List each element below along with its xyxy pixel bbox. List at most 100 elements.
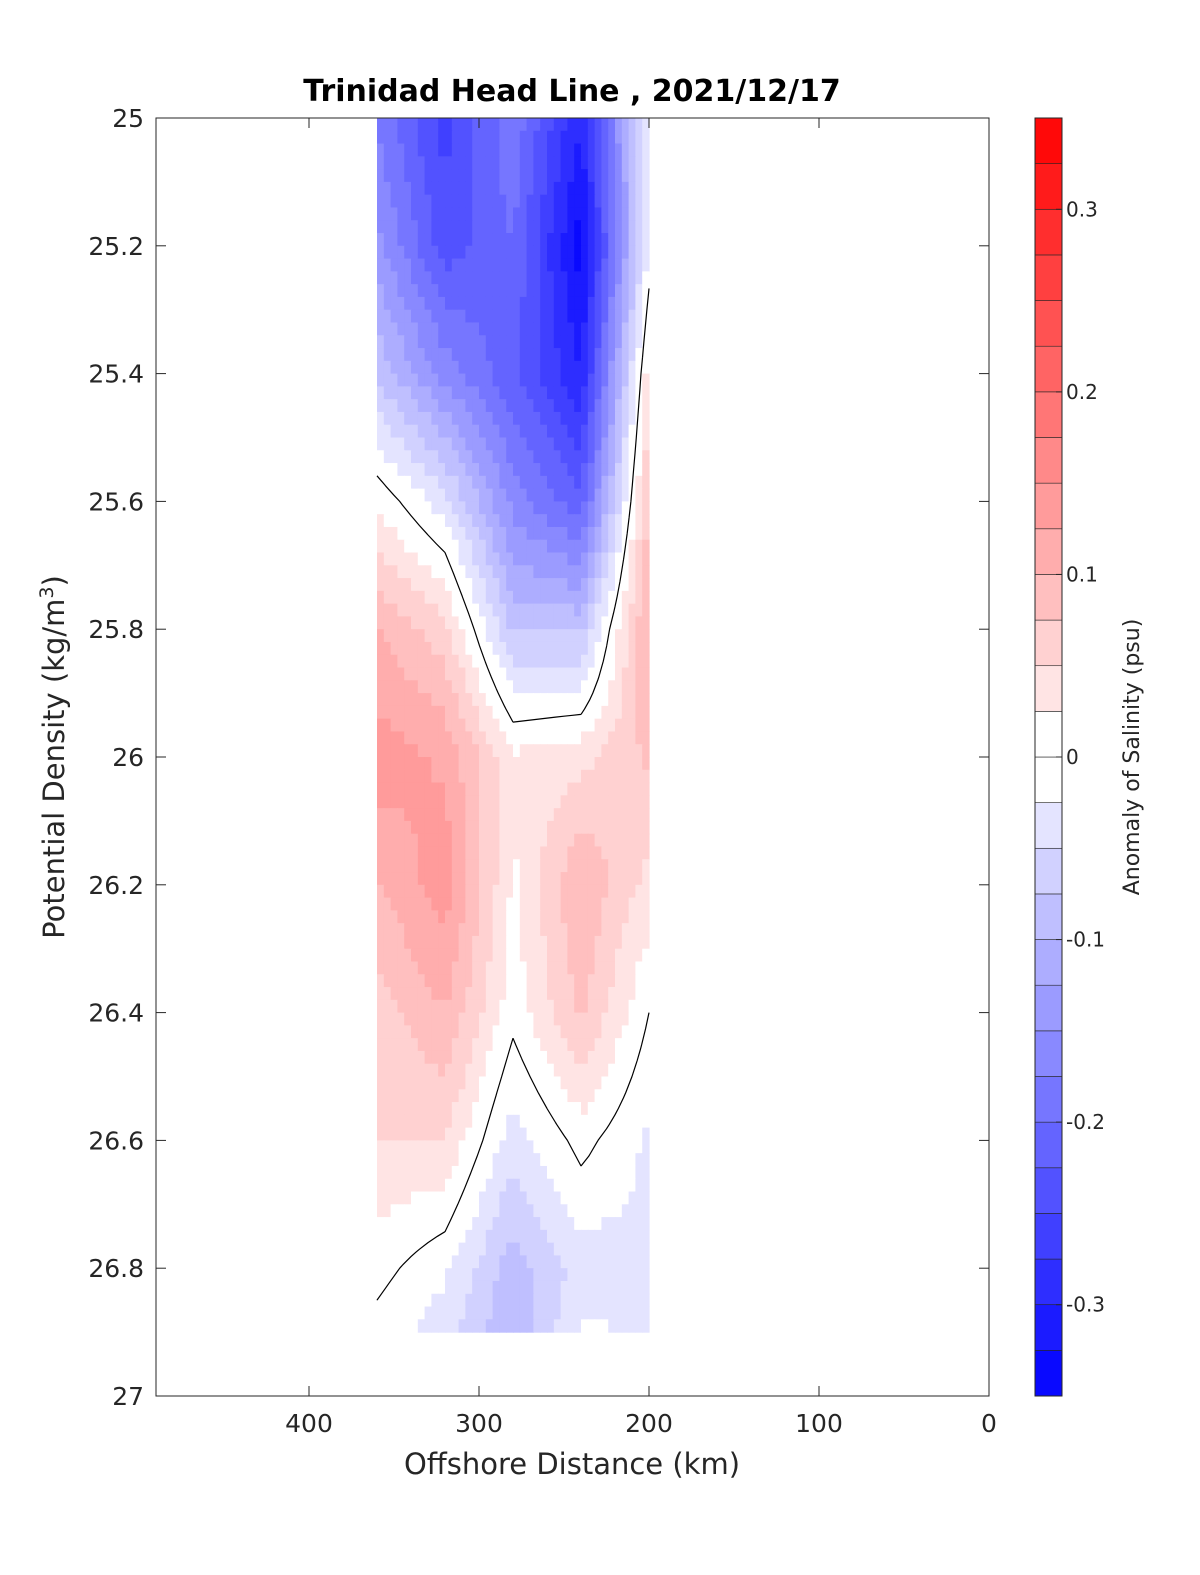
contour-cell: [601, 872, 609, 886]
contour-cell: [404, 245, 412, 260]
contour-cell: [383, 603, 392, 618]
contour-cell: [479, 514, 487, 528]
contour-cell: [635, 322, 643, 336]
contour-cell: [458, 1217, 466, 1231]
contour-cell: [472, 156, 480, 170]
contour-cell: [438, 616, 446, 630]
contour-cell: [424, 948, 432, 963]
contour-cell: [628, 1306, 636, 1320]
contour-cell: [635, 296, 643, 311]
contour-cell: [574, 501, 582, 515]
contour-cell: [615, 360, 623, 375]
contour-cell: [438, 1063, 446, 1078]
contour-cell: [397, 360, 405, 375]
contour-cell: [533, 1089, 541, 1103]
contour-cell: [417, 156, 426, 170]
contour-cell: [479, 130, 487, 145]
contour-cell: [404, 1217, 412, 1231]
contour-cell: [458, 923, 466, 937]
contour-cell: [424, 552, 432, 566]
contour-cell: [567, 1063, 575, 1078]
contour-cell: [431, 1255, 439, 1269]
contour-cell: [390, 501, 398, 515]
contour-cell: [621, 130, 630, 145]
contour-cell: [431, 769, 439, 784]
contour-cell: [519, 999, 528, 1014]
contour-cell: [540, 207, 548, 221]
contour-cell: [519, 360, 528, 375]
contour-cell: [533, 1255, 541, 1269]
contour-cell: [424, 705, 432, 720]
contour-cell: [519, 884, 528, 899]
contour-cell: [499, 552, 507, 566]
contour-cell: [492, 1280, 500, 1295]
contour-cell: [635, 769, 643, 784]
contour-cell: [465, 833, 473, 848]
contour-cell: [445, 948, 453, 963]
contour-cell: [458, 1280, 466, 1295]
contour-cell: [553, 1242, 562, 1257]
contour-cell: [431, 1306, 439, 1320]
contour-cell: [445, 629, 453, 643]
contour-cell: [451, 1050, 460, 1065]
contour-cell: [581, 1140, 589, 1154]
contour-cell: [608, 1140, 616, 1154]
contour-cell: [615, 1268, 623, 1282]
contour-cell: [540, 1280, 548, 1295]
contour-cell: [411, 1293, 419, 1308]
contour-cell: [526, 1319, 534, 1333]
contour-cell: [519, 1114, 528, 1129]
contour-cell: [431, 872, 439, 886]
contour-cell: [506, 526, 514, 541]
contour-cell: [492, 757, 500, 771]
contour-cell: [506, 130, 514, 145]
contour-cell: [594, 1204, 602, 1218]
contour-cell: [608, 526, 616, 541]
contour-cell: [574, 1178, 582, 1193]
contour-cell: [458, 181, 466, 196]
contour-cell: [492, 641, 500, 656]
contour-cell: [635, 514, 643, 528]
contour-cell: [485, 859, 494, 873]
contour-cell: [574, 603, 582, 618]
contour-cell: [451, 884, 460, 899]
contour-cell: [472, 1076, 480, 1090]
contour-cell: [533, 1242, 541, 1257]
contour-cell: [465, 1178, 473, 1193]
contour-cell: [438, 718, 446, 733]
contour-cell: [513, 731, 521, 745]
contour-cell: [567, 143, 575, 157]
contour-cell: [506, 705, 514, 720]
contour-cell: [431, 437, 439, 451]
y-tick-label: 26.6: [88, 1126, 144, 1155]
contour-cell: [417, 731, 426, 745]
contour-cell: [608, 194, 616, 209]
contour-cell: [547, 948, 555, 963]
contour-cell: [608, 718, 616, 733]
contour-cell: [417, 974, 426, 988]
contour-cell: [383, 923, 392, 937]
contour-cell: [390, 207, 398, 221]
contour-cell: [390, 987, 398, 1001]
contour-cell: [560, 1114, 568, 1129]
contour-cell: [506, 859, 514, 873]
contour-cell: [642, 629, 650, 643]
contour-cell: [608, 373, 616, 387]
contour-cell: [513, 194, 521, 209]
contour-cell: [492, 808, 500, 822]
contour-cell: [533, 935, 541, 950]
contour-cell: [553, 1038, 562, 1052]
contour-cell: [513, 386, 521, 400]
contour-cell: [451, 744, 460, 758]
contour-cell: [472, 1204, 480, 1218]
contour-cell: [431, 705, 439, 720]
contour-cell: [485, 693, 494, 707]
contour-cell: [540, 1140, 548, 1154]
contour-cell: [499, 1255, 507, 1269]
contour-cell: [608, 1319, 616, 1333]
contour-cell: [417, 1153, 426, 1167]
contour-cell: [417, 296, 426, 311]
colorbar-swatch: [1034, 847, 1063, 895]
contour-cell: [628, 1319, 636, 1333]
contour-cell: [472, 680, 480, 694]
